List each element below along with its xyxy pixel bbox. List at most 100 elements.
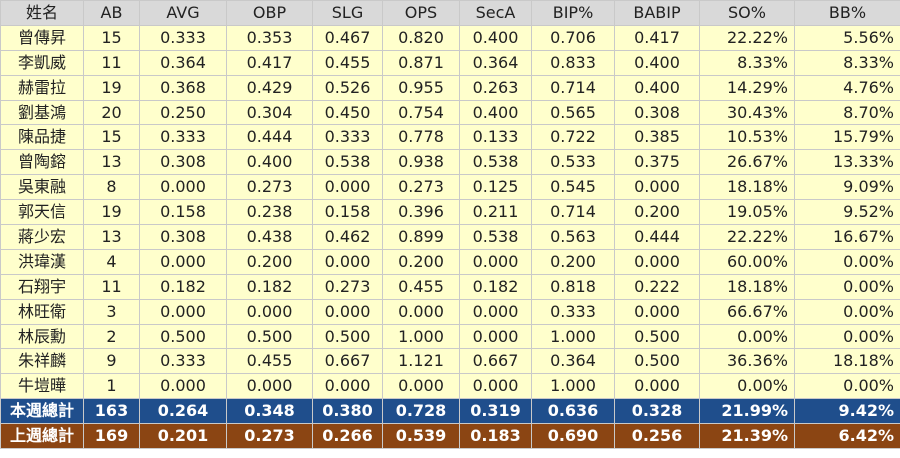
stat-cell-bb-pct: 13.33% xyxy=(794,149,900,176)
stat-cell-obp: 0.273 xyxy=(226,174,313,201)
table-row: 牛塏曄 1 0.000 0.000 0.000 0.000 0.000 1.000 0.000 0… xyxy=(0,373,900,400)
stat-cell-bb-pct: 0.00% xyxy=(794,248,900,275)
table-row: 劉基鴻 20 0.250 0.304 0.450 0.754 0.400 0.565 0.308… xyxy=(0,99,900,126)
stat-cell-obp: 0.417 xyxy=(226,49,313,76)
stat-cell-bip-pct: 0.722 xyxy=(531,124,615,151)
stat-cell-ops: 1.121 xyxy=(382,348,460,375)
stat-cell-avg: 0.333 xyxy=(139,124,227,151)
stat-cell-ops: 0.778 xyxy=(382,124,460,151)
stat-cell-ops: 0.273 xyxy=(382,174,460,201)
stat-cell-slg: 0.462 xyxy=(312,224,383,250)
stat-cell-so-pct: 21.99% xyxy=(699,398,795,425)
stat-cell-ab: 9 xyxy=(83,348,140,375)
stat-cell-bip-pct: 0.833 xyxy=(531,49,615,76)
stat-cell-seca: 0.538 xyxy=(459,149,532,176)
stat-cell-ab: 11 xyxy=(83,49,140,76)
stat-cell-babip: 0.500 xyxy=(614,323,700,350)
stat-cell-ops: 0.728 xyxy=(382,398,460,425)
stat-cell-seca: 0.364 xyxy=(459,49,532,76)
stat-cell-slg: 0.158 xyxy=(312,199,383,226)
column-header-bip-pct: BIP% xyxy=(531,0,615,26)
stat-cell-obp: 0.182 xyxy=(226,273,313,300)
stat-cell-bb-pct: 9.52% xyxy=(794,199,900,226)
stat-cell-obp: 0.348 xyxy=(226,398,313,425)
stat-cell-ab: 11 xyxy=(83,273,140,300)
stat-cell-bb-pct: 9.42% xyxy=(794,398,900,425)
stat-cell-babip: 0.500 xyxy=(614,348,700,375)
stat-cell-so-pct: 36.36% xyxy=(699,348,795,375)
stat-cell-bip-pct: 0.545 xyxy=(531,174,615,201)
stat-cell-babip: 0.200 xyxy=(614,199,700,226)
stat-cell-ops: 0.820 xyxy=(382,24,460,51)
stat-cell-bb-pct: 0.00% xyxy=(794,373,900,400)
stat-cell-bip-pct: 0.533 xyxy=(531,149,615,176)
stat-cell-seca: 0.400 xyxy=(459,24,532,51)
stat-cell-ab: 19 xyxy=(83,74,140,101)
table-row: 曾陶鎔 13 0.308 0.400 0.538 0.938 0.538 0.533 0.375… xyxy=(0,149,900,176)
stat-cell-so-pct: 0.00% xyxy=(699,373,795,400)
stat-cell-slg: 0.000 xyxy=(312,248,383,275)
stat-cell-slg: 0.000 xyxy=(312,174,383,201)
stat-cell-ab: 8 xyxy=(83,174,140,201)
column-header-slg: SLG xyxy=(312,0,383,26)
stat-cell-bip-pct: 0.364 xyxy=(531,348,615,375)
stat-cell-obp: 0.000 xyxy=(226,298,313,325)
stat-cell-obp: 0.353 xyxy=(226,24,313,51)
column-header-avg: AVG xyxy=(139,0,227,26)
player-name-cell: 李凱威 xyxy=(0,49,84,76)
stat-cell-so-pct: 60.00% xyxy=(699,248,795,275)
stat-cell-obp: 0.304 xyxy=(226,99,313,126)
stat-cell-seca: 0.000 xyxy=(459,248,532,275)
stat-cell-seca: 0.000 xyxy=(459,373,532,400)
table-row: 赫雷拉 19 0.368 0.429 0.526 0.955 0.263 0.714 0.400… xyxy=(0,74,900,101)
stat-cell-seca: 0.263 xyxy=(459,74,532,101)
stat-cell-obp: 0.444 xyxy=(226,124,313,151)
table-row: 蔣少宏 13 0.308 0.438 0.462 0.899 0.538 0.563 0.444… xyxy=(0,224,900,250)
stat-cell-seca: 0.538 xyxy=(459,224,532,250)
stat-cell-ab: 163 xyxy=(83,398,140,425)
stat-cell-avg: 0.308 xyxy=(139,224,227,250)
stat-cell-avg: 0.182 xyxy=(139,273,227,300)
stat-cell-bb-pct: 0.00% xyxy=(794,273,900,300)
player-name-cell: 牛塏曄 xyxy=(0,373,84,400)
stat-cell-seca: 0.667 xyxy=(459,348,532,375)
stat-cell-ops: 0.871 xyxy=(382,49,460,76)
stat-cell-avg: 0.000 xyxy=(139,248,227,275)
stat-cell-slg: 0.455 xyxy=(312,49,383,76)
stat-cell-bip-pct: 1.000 xyxy=(531,323,615,350)
stat-cell-avg: 0.500 xyxy=(139,323,227,350)
stat-cell-seca: 0.182 xyxy=(459,273,532,300)
stat-cell-ops: 0.000 xyxy=(382,373,460,400)
stat-cell-slg: 0.526 xyxy=(312,74,383,101)
stat-cell-seca: 0.000 xyxy=(459,298,532,325)
stat-cell-ops: 0.396 xyxy=(382,199,460,226)
column-header-name: 姓名 xyxy=(0,0,84,26)
stat-cell-so-pct: 10.53% xyxy=(699,124,795,151)
stat-cell-bip-pct: 0.565 xyxy=(531,99,615,126)
stat-cell-obp: 0.273 xyxy=(226,423,313,450)
stat-cell-bip-pct: 0.706 xyxy=(531,24,615,51)
stat-cell-obp: 0.455 xyxy=(226,348,313,375)
table-row: 林辰勳 2 0.500 0.500 0.500 1.000 0.000 1.000 0.500 0… xyxy=(0,323,900,350)
stat-cell-seca: 0.125 xyxy=(459,174,532,201)
stat-cell-bip-pct: 0.333 xyxy=(531,298,615,325)
player-name-cell: 劉基鴻 xyxy=(0,99,84,126)
stat-cell-seca: 0.400 xyxy=(459,99,532,126)
stat-cell-ops: 0.754 xyxy=(382,99,460,126)
column-header-so-pct: SO% xyxy=(699,0,795,26)
player-name-cell: 郭天信 xyxy=(0,199,84,226)
last-week-total-row: 上週總計 169 0.201 0.273 0.266 0.539 0.183 0.690 0.2… xyxy=(0,423,900,450)
player-name-cell: 吳東融 xyxy=(0,174,84,201)
stat-cell-obp: 0.000 xyxy=(226,373,313,400)
stat-cell-seca: 0.211 xyxy=(459,199,532,226)
column-header-babip: BABIP xyxy=(614,0,700,26)
stat-cell-ab: 15 xyxy=(83,124,140,151)
stat-cell-seca: 0.319 xyxy=(459,398,532,425)
table-row: 洪瑋漢 4 0.000 0.200 0.000 0.200 0.000 0.200 0.000 6… xyxy=(0,248,900,275)
stat-cell-babip: 0.000 xyxy=(614,174,700,201)
stat-cell-so-pct: 18.18% xyxy=(699,273,795,300)
stat-cell-bip-pct: 0.690 xyxy=(531,423,615,450)
stat-cell-avg: 0.250 xyxy=(139,99,227,126)
table-row: 曾傳昇 15 0.333 0.353 0.467 0.820 0.400 0.706 0.417… xyxy=(0,24,900,51)
stat-cell-ab: 19 xyxy=(83,199,140,226)
